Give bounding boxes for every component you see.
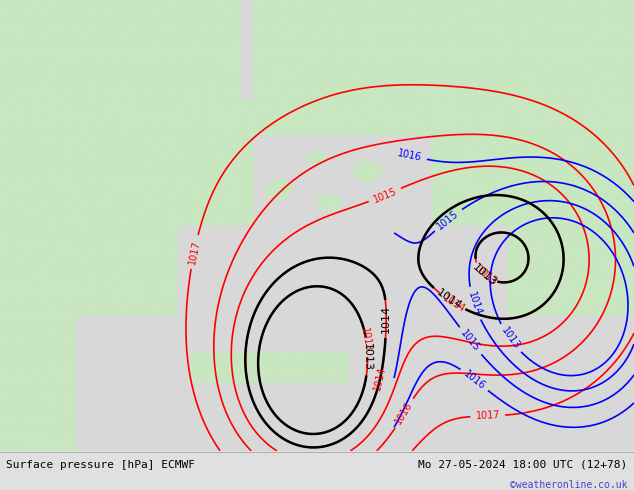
Text: Surface pressure [hPa] ECMWF: Surface pressure [hPa] ECMWF [6, 460, 195, 469]
Text: 1016: 1016 [462, 368, 487, 391]
Text: Mo 27-05-2024 18:00 UTC (12+78): Mo 27-05-2024 18:00 UTC (12+78) [418, 460, 628, 469]
Text: 1015: 1015 [372, 186, 398, 204]
Text: 1014: 1014 [434, 288, 463, 312]
Text: 1014: 1014 [381, 305, 391, 333]
Text: 1013: 1013 [474, 265, 499, 288]
Text: 1017: 1017 [476, 411, 500, 421]
Text: 1013: 1013 [471, 262, 498, 288]
Text: 1014: 1014 [373, 366, 388, 392]
Text: 1016: 1016 [394, 400, 415, 426]
Text: 1013: 1013 [359, 327, 373, 353]
Text: 1013: 1013 [362, 343, 373, 370]
Text: 1014: 1014 [465, 291, 483, 317]
Text: 1016: 1016 [397, 148, 423, 163]
Text: 1014: 1014 [441, 293, 467, 314]
Text: 1017: 1017 [187, 239, 202, 265]
Text: 1015: 1015 [436, 208, 461, 231]
Text: ©weatheronline.co.uk: ©weatheronline.co.uk [510, 480, 628, 490]
Text: 1015: 1015 [459, 328, 482, 354]
Text: 1013: 1013 [499, 326, 521, 351]
